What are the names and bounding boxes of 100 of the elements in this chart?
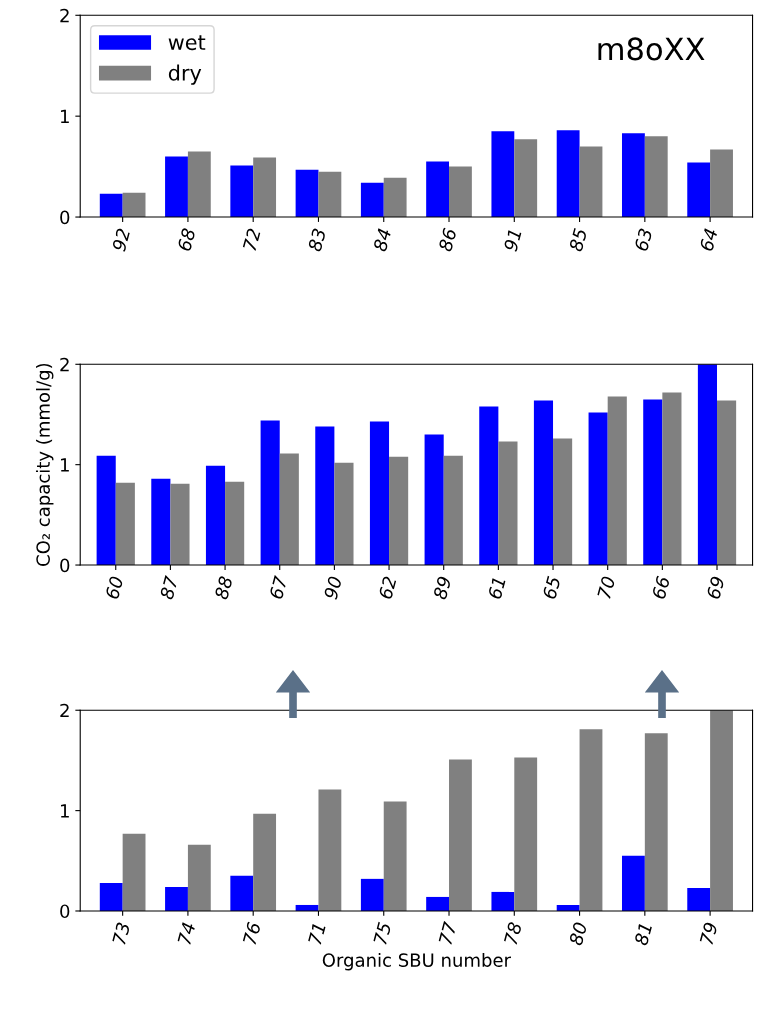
bar bbox=[318, 171, 342, 218]
x-tick-label: 84 bbox=[372, 228, 392, 252]
bar bbox=[253, 157, 277, 218]
bar bbox=[514, 757, 538, 911]
bar bbox=[449, 166, 472, 218]
bar bbox=[260, 420, 280, 566]
bar bbox=[607, 396, 627, 566]
bar bbox=[426, 896, 450, 911]
x-tick-label: 90 bbox=[323, 575, 343, 600]
bar bbox=[334, 462, 354, 566]
bar bbox=[360, 182, 384, 218]
bar bbox=[383, 801, 407, 911]
y-tick-label: 1 bbox=[60, 804, 69, 818]
x-tick-label: 70 bbox=[597, 575, 616, 599]
bar bbox=[710, 149, 733, 218]
bar bbox=[579, 146, 603, 218]
x-tick-label: 83 bbox=[307, 227, 327, 252]
bar bbox=[687, 162, 711, 218]
bar bbox=[170, 483, 190, 566]
x-tick-label: 76 bbox=[242, 921, 262, 945]
bar bbox=[579, 729, 603, 911]
bar bbox=[449, 759, 472, 911]
y-tick-label: 2 bbox=[60, 8, 69, 23]
x-tick-label: 73 bbox=[111, 921, 131, 945]
y-axis-title: CO₂ capacity (mmol/g) bbox=[35, 363, 54, 566]
x-tick-label: 85 bbox=[568, 227, 588, 252]
y-tick-label: 1 bbox=[60, 458, 69, 472]
bar bbox=[279, 453, 299, 566]
x-tick-label: 75 bbox=[373, 921, 392, 945]
bar bbox=[165, 156, 188, 218]
bar bbox=[383, 177, 407, 218]
bar bbox=[187, 844, 211, 911]
x-tick-label: 88 bbox=[214, 575, 233, 600]
bar bbox=[96, 455, 116, 566]
bar bbox=[687, 887, 711, 911]
bar bbox=[295, 169, 319, 218]
bar bbox=[717, 400, 737, 566]
bar bbox=[491, 131, 515, 218]
x-tick-label: 72 bbox=[242, 227, 261, 251]
y-tick-label: 2 bbox=[60, 703, 69, 718]
x-tick-label: 69 bbox=[706, 575, 725, 600]
x-tick-label: 66 bbox=[651, 575, 671, 600]
x-tick-label: 78 bbox=[503, 921, 523, 945]
x-tick-label: 63 bbox=[634, 227, 653, 252]
x-tick-label: 80 bbox=[568, 921, 588, 946]
bar bbox=[151, 478, 171, 566]
x-tick-label: 91 bbox=[503, 229, 522, 252]
bar bbox=[426, 161, 450, 218]
y-tick-label: 2 bbox=[60, 357, 69, 372]
x-tick-label: 60 bbox=[104, 575, 124, 600]
x-tick-label: 67 bbox=[268, 575, 288, 600]
x-tick-label: 77 bbox=[438, 921, 457, 945]
bar bbox=[514, 139, 538, 218]
bar bbox=[205, 465, 226, 566]
bar bbox=[253, 813, 277, 911]
bar bbox=[230, 875, 254, 911]
bar bbox=[553, 438, 573, 566]
bar bbox=[644, 136, 668, 218]
bar bbox=[165, 886, 188, 911]
x-tick-label: 79 bbox=[699, 921, 718, 945]
x-tick-label: 92 bbox=[111, 227, 131, 252]
y-tick-label: 1 bbox=[60, 109, 69, 124]
bar bbox=[115, 482, 135, 566]
bar bbox=[318, 789, 342, 911]
legend-label: wet bbox=[168, 35, 206, 51]
bar bbox=[424, 434, 444, 566]
bar bbox=[369, 421, 390, 566]
bar bbox=[556, 130, 580, 218]
bar bbox=[533, 400, 554, 566]
y-tick-label: 0 bbox=[60, 558, 70, 573]
x-tick-label: 89 bbox=[432, 575, 452, 600]
bar bbox=[621, 855, 645, 911]
bar bbox=[443, 455, 463, 566]
bar bbox=[360, 878, 384, 911]
bar bbox=[643, 399, 663, 566]
bar bbox=[479, 406, 499, 566]
x-tick-label: 71 bbox=[308, 923, 326, 945]
legend-label: dry bbox=[168, 64, 202, 85]
x-tick-label: 86 bbox=[438, 227, 457, 252]
bar bbox=[491, 891, 515, 911]
bar bbox=[225, 481, 245, 566]
bar bbox=[99, 193, 123, 218]
annotation: m8oXX bbox=[598, 37, 705, 61]
bar bbox=[588, 412, 608, 566]
x-tick-label: 81 bbox=[633, 923, 653, 946]
bar bbox=[662, 392, 682, 566]
bar bbox=[230, 165, 254, 218]
bar bbox=[99, 882, 123, 911]
bar bbox=[498, 441, 518, 566]
bar bbox=[621, 133, 645, 218]
bar bbox=[644, 733, 668, 911]
x-axis-title: Organic SBU number bbox=[322, 952, 511, 971]
x-tick-label: 74 bbox=[177, 922, 196, 945]
bar bbox=[710, 710, 733, 911]
x-tick-label: 87 bbox=[159, 575, 179, 600]
x-tick-label: 64 bbox=[699, 228, 718, 252]
bar bbox=[122, 833, 146, 911]
x-tick-label: 65 bbox=[542, 575, 561, 600]
y-tick-label: 0 bbox=[60, 210, 70, 225]
bar bbox=[122, 192, 146, 218]
